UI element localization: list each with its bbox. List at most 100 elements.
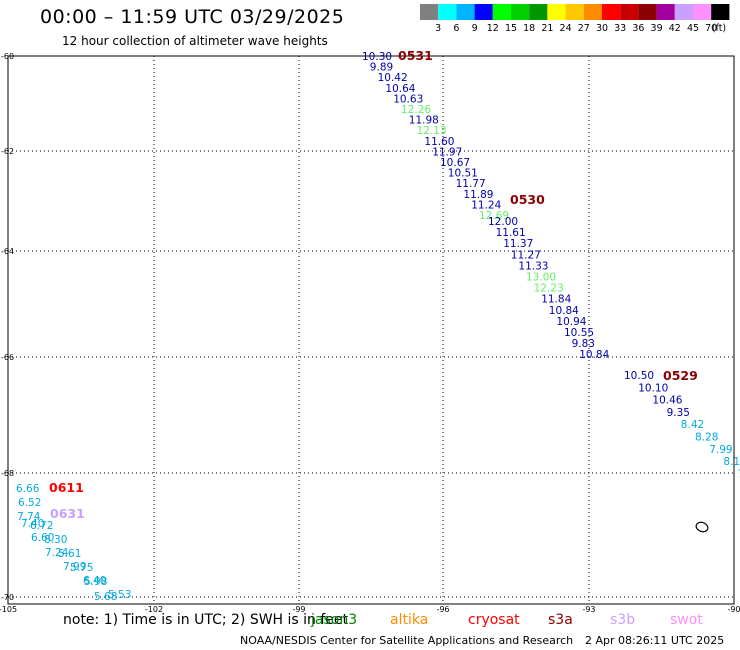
track-time-label: 0631 bbox=[50, 506, 85, 521]
wave-height-value: 5.68 bbox=[94, 591, 117, 603]
color-scale-label: 42 bbox=[669, 23, 681, 34]
wave-height-value: 7.40 bbox=[21, 518, 44, 530]
wave-height-value: 11.33 bbox=[518, 260, 548, 272]
color-swatch bbox=[511, 4, 530, 20]
wave-height-value: 11.84 bbox=[541, 294, 571, 306]
wave-height-value: 7.99 bbox=[63, 561, 86, 573]
satellite-track: 0611 6.66 6.52 7.747.40 6.60 7.24 7.99 6.405.53 bbox=[16, 480, 131, 601]
color-scale-label: 24 bbox=[560, 23, 572, 34]
satellite-legend-jason3: jason3 bbox=[311, 612, 358, 628]
color-swatch bbox=[438, 4, 457, 20]
satellite-track: 053110.309.8910.4210.6410.6312.2611.9812… bbox=[362, 48, 509, 222]
page-title: 00:00 – 11:59 UTC 03/29/2025 bbox=[40, 6, 345, 28]
wave-height-value: 5.75 bbox=[70, 562, 93, 574]
wave-height-value: 10.63 bbox=[393, 93, 423, 105]
longitude-label: -105 bbox=[0, 605, 17, 614]
wave-height-value: 7.24 bbox=[45, 547, 69, 559]
color-scale-unit: (ft) bbox=[712, 23, 726, 34]
satellite-legend-s3a: s3a bbox=[548, 612, 573, 628]
track-time-label: 0611 bbox=[49, 480, 84, 495]
color-scale-label: 9 bbox=[472, 23, 478, 34]
color-swatch bbox=[602, 4, 621, 20]
color-swatch bbox=[711, 4, 730, 20]
wave-height-value: 8.28 bbox=[695, 432, 718, 444]
color-scale-label: 21 bbox=[541, 23, 553, 34]
color-scale-label: 36 bbox=[632, 23, 644, 34]
color-swatch bbox=[693, 4, 712, 20]
color-scale-label: 30 bbox=[596, 23, 608, 34]
wave-height-value: 8.30 bbox=[44, 534, 67, 546]
wave-height-value: 10.94 bbox=[556, 316, 586, 328]
longitude-label: -99 bbox=[292, 605, 305, 614]
wave-height-value: 10.84 bbox=[549, 305, 579, 317]
wave-height-value: 11.77 bbox=[456, 178, 486, 190]
color-scale-label: 70 bbox=[705, 23, 717, 34]
color-swatch bbox=[529, 4, 548, 20]
wave-height-value: 9.89 bbox=[370, 62, 393, 74]
wave-height-value: 11.27 bbox=[511, 249, 541, 261]
color-scale-label: 15 bbox=[505, 23, 517, 34]
satellite-track: 053012.0011.6111.3711.2711.3313.0012.231… bbox=[488, 192, 610, 361]
wave-height-value: 6.72 bbox=[30, 520, 53, 532]
color-swatch bbox=[420, 4, 439, 20]
wave-height-value: 11.37 bbox=[503, 238, 533, 250]
track-time-label: 0530 bbox=[510, 192, 545, 207]
color-scale-label: 3 bbox=[435, 23, 441, 34]
color-swatch bbox=[674, 4, 693, 20]
wave-height-value: 10.51 bbox=[448, 168, 478, 180]
longitude-label: -96 bbox=[436, 605, 449, 614]
island-outline bbox=[695, 521, 709, 533]
color-swatch bbox=[474, 4, 493, 20]
map-frame bbox=[7, 55, 735, 605]
satellite-legend-s3b: s3b bbox=[610, 612, 636, 628]
wave-height-value: 6.60 bbox=[31, 532, 54, 544]
color-swatch bbox=[547, 4, 566, 20]
wave-height-value: 11.97 bbox=[432, 146, 462, 158]
color-swatch bbox=[638, 4, 657, 20]
wave-height-value: 7.5 bbox=[738, 468, 740, 480]
wave-height-value: 12.23 bbox=[534, 283, 564, 295]
latitude-label: -70 bbox=[1, 593, 14, 602]
color-swatch bbox=[620, 4, 639, 20]
wave-height-value: 12.00 bbox=[488, 216, 518, 228]
wave-height-value: 12.26 bbox=[401, 104, 431, 116]
wave-height-value: 12.69 bbox=[479, 210, 509, 222]
wave-height-value: 11.98 bbox=[409, 115, 439, 127]
color-scale-label: 39 bbox=[651, 23, 663, 34]
wave-height-value: 10.50 bbox=[624, 370, 654, 382]
wave-height-value: 10.84 bbox=[579, 349, 609, 361]
color-swatch bbox=[583, 4, 602, 20]
credit-text: NOAA/NESDIS Center for Satellite Applica… bbox=[240, 634, 574, 647]
wave-height-value: 10.67 bbox=[440, 157, 470, 169]
wave-height-value: 10.46 bbox=[652, 395, 682, 407]
wave-height-value: 10.64 bbox=[385, 83, 415, 95]
latitude-label: -62 bbox=[1, 147, 14, 156]
wave-height-value: 12.13 bbox=[417, 125, 447, 137]
wave-height-value: 9.35 bbox=[667, 407, 690, 419]
latitude-label: -68 bbox=[1, 469, 14, 478]
wave-height-value: 10.55 bbox=[564, 327, 594, 339]
color-scale-legend: 3 6 9 12 15 18 21 24 27 30 33 36 39 42 45 70(ft) bbox=[420, 4, 730, 34]
wave-height-value: 7.99 bbox=[709, 444, 732, 456]
longitude-label: -93 bbox=[582, 605, 595, 614]
wave-height-value: 6.52 bbox=[18, 497, 41, 509]
color-scale-label: 45 bbox=[687, 23, 699, 34]
satellite-legend-swot: swot bbox=[670, 612, 703, 628]
longitude-label: -102 bbox=[145, 605, 163, 614]
wave-height-value: 6.66 bbox=[16, 483, 40, 495]
map-subtitle: 12 hour collection of altimeter wave hei… bbox=[62, 34, 328, 48]
wave-height-value: 7.74 bbox=[17, 511, 41, 523]
wave-height-value: 5.61 bbox=[58, 548, 81, 560]
wave-height-value: 11.61 bbox=[496, 227, 526, 239]
satellite-legend-altika: altika bbox=[390, 612, 429, 628]
longitude-label: -90 bbox=[727, 605, 740, 614]
wave-height-value: 9.83 bbox=[572, 338, 595, 350]
wave-height-value: 5.53 bbox=[108, 589, 131, 601]
wave-height-value: 6.40 bbox=[83, 575, 106, 587]
generation-timestamp: 2 Apr 08:26:11 UTC 2025 bbox=[585, 634, 725, 647]
wave-height-value: 5.98 bbox=[84, 576, 107, 588]
wave-height-value: 10.30 bbox=[362, 51, 392, 63]
latitude-label: -66 bbox=[1, 353, 14, 362]
wave-height-value: 11.60 bbox=[424, 136, 454, 148]
